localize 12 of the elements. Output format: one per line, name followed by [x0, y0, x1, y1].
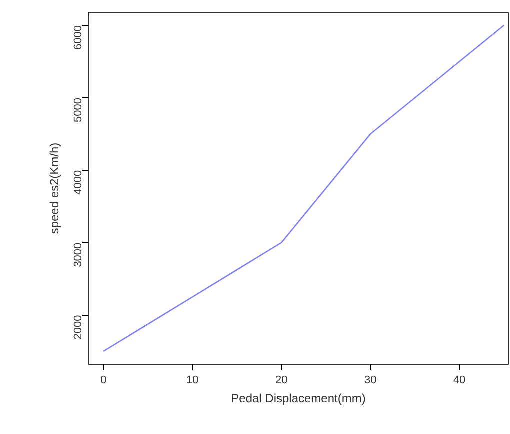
y-tick-label: 6000 [72, 26, 84, 50]
y-tick-label: 4000 [72, 170, 84, 195]
x-tick-label: 30 [364, 374, 377, 386]
y-tick-label: 3000 [72, 242, 84, 268]
y-tick-label: 2000 [72, 315, 84, 340]
y-axis-title: speed es2(Km/h) [48, 142, 62, 234]
x-tick-label: 40 [453, 374, 466, 386]
x-tick-label: 0 [100, 374, 107, 386]
x-tick-label: 20 [275, 374, 288, 386]
y-tick-label: 5000 [72, 98, 84, 122]
x-axis-title: Pedal Displacement(mm) [231, 392, 366, 406]
x-tick-label: 10 [186, 374, 199, 386]
